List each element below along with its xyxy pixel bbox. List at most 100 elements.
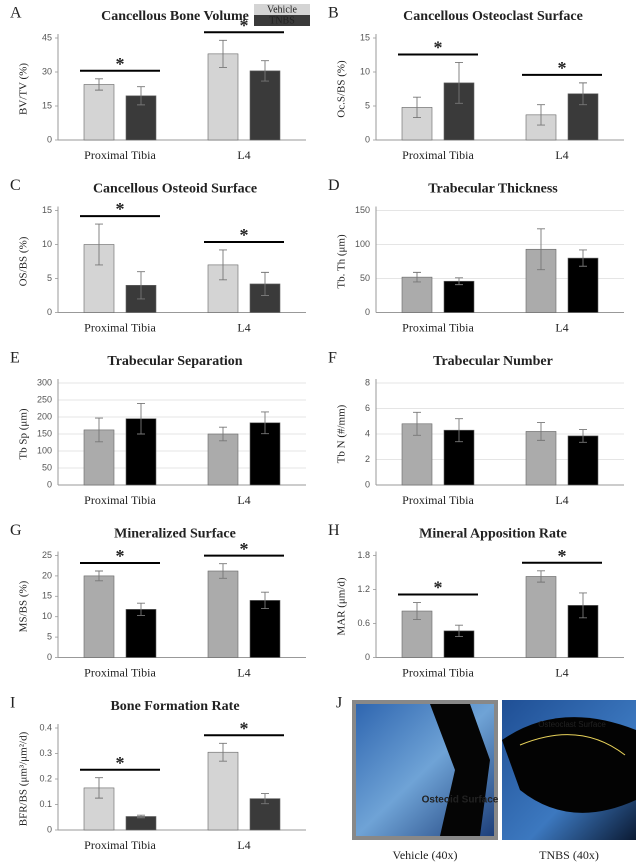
- x-tick-label: L4: [555, 665, 568, 679]
- y-tick-label: 10: [42, 611, 52, 621]
- y-tick-label: 100: [37, 445, 52, 455]
- y-tick-label: 0: [47, 134, 52, 144]
- chart-title: Trabecular Thickness: [428, 182, 558, 197]
- bar: [126, 609, 156, 657]
- y-tick-label: 10: [42, 239, 52, 249]
- panel-label: C: [10, 177, 21, 194]
- panel-label: G: [10, 522, 22, 539]
- x-tick-label: Proximal Tibia: [402, 320, 474, 334]
- x-tick-label: L4: [237, 320, 250, 334]
- chart-title: Mineralized Surface: [114, 527, 236, 542]
- significance-star: *: [116, 546, 125, 566]
- x-tick-label: L4: [555, 320, 568, 334]
- bar: [208, 752, 238, 830]
- y-axis-label: BV/TV (%): [18, 63, 30, 115]
- panel-label: A: [10, 5, 22, 22]
- significance-star: *: [240, 539, 249, 559]
- bar: [402, 277, 432, 312]
- y-tick-label: 0: [365, 134, 370, 144]
- x-tick-label: L4: [237, 493, 250, 507]
- y-tick-label: 15: [42, 591, 52, 601]
- x-tick-label: Proximal Tibia: [84, 838, 156, 852]
- y-tick-label: 15: [42, 100, 52, 110]
- y-tick-label: 0: [47, 307, 52, 317]
- y-tick-label: 200: [37, 411, 52, 421]
- y-tick-label: 20: [42, 570, 52, 580]
- significance-star: *: [116, 753, 125, 773]
- y-tick-label: 250: [37, 394, 52, 404]
- y-tick-label: 0.3: [39, 748, 52, 758]
- y-axis-label: Tb N (#/mm): [336, 404, 348, 463]
- image-annotation: Osteoclast Surface: [538, 720, 606, 729]
- y-axis-label: OS/BS (%): [18, 236, 30, 286]
- chart-title: Cancellous Osteoclast Surface: [403, 9, 583, 24]
- x-tick-label: L4: [237, 148, 250, 162]
- y-tick-label: 0: [47, 479, 52, 489]
- bar: [84, 576, 114, 658]
- x-tick-label: Proximal Tibia: [402, 148, 474, 162]
- y-tick-label: 2: [365, 454, 370, 464]
- panel-label: F: [328, 350, 337, 367]
- y-tick-label: 100: [355, 239, 370, 249]
- significance-star: *: [240, 225, 249, 245]
- y-tick-label: 150: [355, 205, 370, 215]
- x-tick-label: Proximal Tibia: [84, 493, 156, 507]
- y-tick-label: 8: [365, 377, 370, 387]
- chart-title: Trabecular Number: [433, 354, 553, 369]
- x-tick-label: Proximal Tibia: [84, 320, 156, 334]
- panel-label: D: [328, 177, 340, 194]
- figure: ACancellous Bone VolumeBV/TV (%)0153045P…: [0, 0, 636, 865]
- y-tick-label: 0.4: [39, 722, 52, 732]
- y-tick-label: 1.8: [357, 550, 370, 560]
- significance-star: *: [240, 718, 249, 738]
- significance-star: *: [558, 546, 567, 566]
- bar: [526, 576, 556, 657]
- chart-title: Trabecular Separation: [107, 354, 242, 369]
- significance-star: *: [116, 54, 125, 74]
- x-tick-label: L4: [237, 838, 250, 852]
- x-tick-label: Proximal Tibia: [84, 665, 156, 679]
- y-tick-label: 4: [365, 428, 370, 438]
- chart-title: Cancellous Bone Volume: [101, 9, 249, 24]
- y-axis-label: Tb Sp (μm): [18, 408, 30, 459]
- y-axis-label: Tb. Th (μm): [336, 234, 348, 289]
- y-tick-label: 1.2: [357, 584, 370, 594]
- y-tick-label: 300: [37, 377, 52, 387]
- panel-label: I: [10, 695, 15, 712]
- image-caption: Vehicle (40x): [393, 848, 458, 862]
- y-tick-label: 0: [47, 652, 52, 662]
- panel-label: E: [10, 350, 20, 367]
- y-tick-label: 10: [360, 66, 370, 76]
- y-tick-label: 6: [365, 403, 370, 413]
- bar: [84, 84, 114, 140]
- x-tick-label: Proximal Tibia: [402, 493, 474, 507]
- x-tick-label: L4: [555, 493, 568, 507]
- chart-title: Cancellous Osteoid Surface: [93, 182, 257, 197]
- y-tick-label: 15: [360, 32, 370, 42]
- y-tick-label: 0: [47, 824, 52, 834]
- y-tick-label: 0.6: [357, 618, 370, 628]
- significance-star: *: [434, 578, 443, 598]
- significance-star: *: [240, 15, 249, 35]
- x-tick-label: L4: [555, 148, 568, 162]
- y-axis-label: Oc.S/BS (%): [336, 60, 348, 118]
- y-tick-label: 15: [42, 205, 52, 215]
- significance-star: *: [434, 38, 443, 58]
- y-tick-label: 0: [365, 307, 370, 317]
- image-annotation: Osteoid Surface: [422, 795, 499, 806]
- y-tick-label: 45: [42, 32, 52, 42]
- y-tick-label: 50: [360, 273, 370, 283]
- y-axis-label: MAR (μm/d): [336, 577, 348, 635]
- x-tick-label: L4: [237, 665, 250, 679]
- y-tick-label: 5: [47, 273, 52, 283]
- y-tick-label: 0: [365, 652, 370, 662]
- chart-title: Bone Formation Rate: [110, 699, 239, 714]
- y-tick-label: 50: [42, 462, 52, 472]
- bar: [126, 816, 156, 830]
- y-tick-label: 0.2: [39, 773, 52, 783]
- significance-star: *: [116, 199, 125, 219]
- y-axis-label: MS/BS (%): [18, 580, 30, 632]
- bar: [568, 436, 598, 485]
- y-tick-label: 0.1: [39, 799, 52, 809]
- y-tick-label: 5: [365, 100, 370, 110]
